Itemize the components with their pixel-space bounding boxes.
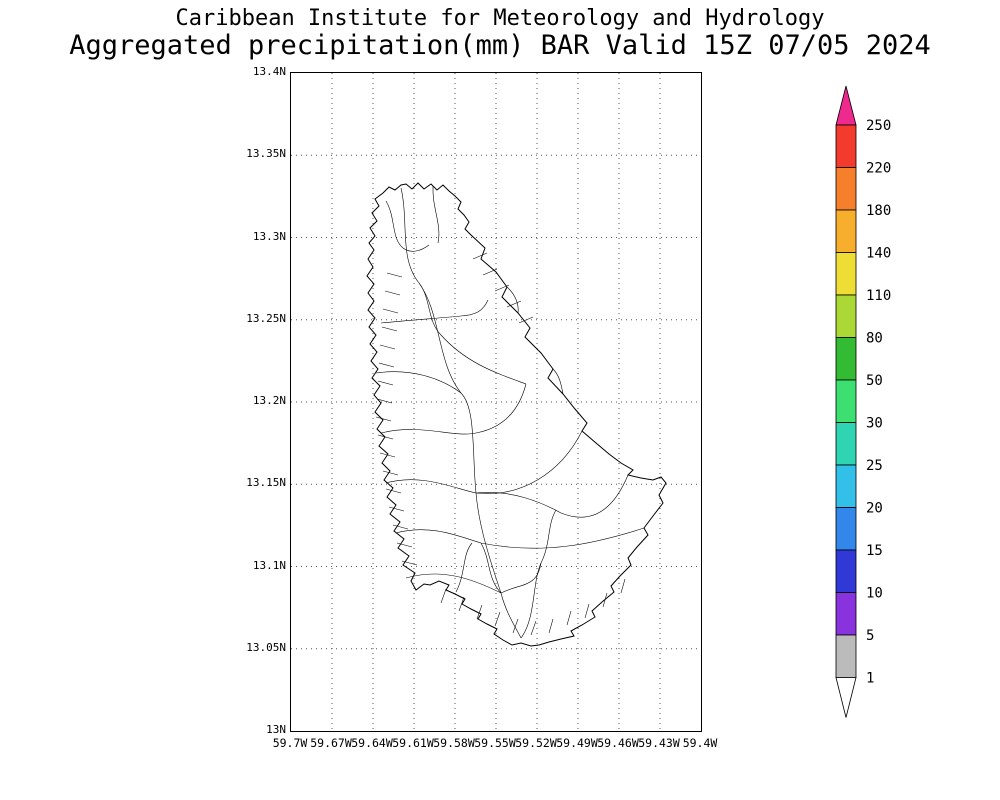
y-tick-label: 13.05N xyxy=(246,640,286,654)
x-tick-label: 59.4W xyxy=(682,736,718,750)
colorbar-tick-label: 10 xyxy=(866,586,883,602)
colorbar-segment xyxy=(835,464,857,508)
colorbar-canvas: 250 220 180 140 110 80 50 30 25 20 15 10 5 1 xyxy=(835,85,891,718)
watershed-boundary xyxy=(552,368,564,395)
colorbar-tick-label: 180 xyxy=(866,203,891,219)
watershed-boundary xyxy=(385,430,583,494)
colorbar-segment xyxy=(835,592,857,636)
drainage-gullies-south xyxy=(440,578,626,636)
x-tick-label: 59.64W xyxy=(351,736,393,750)
y-tick-label: 13.2N xyxy=(252,394,286,407)
watershed-boundary xyxy=(480,542,502,594)
colorbar-tick-label: 15 xyxy=(866,543,883,559)
y-tick-label: 13.3N xyxy=(252,229,286,243)
watershed-boundary xyxy=(455,542,473,593)
colorbar-segment xyxy=(835,634,857,678)
x-tick-label: 59.46W xyxy=(597,736,639,750)
map-plot-area xyxy=(290,72,702,732)
colorbar-tick-label: 250 xyxy=(866,118,891,134)
colorbar-segment xyxy=(835,507,857,551)
colorbar-tick-label: 140 xyxy=(866,246,891,262)
watershed-boundary xyxy=(385,200,430,252)
watershed-boundary xyxy=(500,562,542,594)
precipitation-colorbar: 250 220 180 140 110 80 50 30 25 20 15 10 5 1 xyxy=(830,80,920,730)
product-title: Aggregated precipitation(mm) BAR Valid 1… xyxy=(69,30,931,61)
y-tick-label: 13.15N xyxy=(246,476,286,490)
drainage-gullies-northeast xyxy=(472,252,534,324)
colorbar-segment xyxy=(835,422,857,466)
x-tick-label: 59.43W xyxy=(638,736,680,750)
colorbar-segment xyxy=(835,124,857,168)
y-tick-label: 13.35N xyxy=(246,147,286,161)
colorbar-tick-label: 110 xyxy=(866,288,891,304)
colorbar-segment xyxy=(835,337,857,381)
colorbar-segment xyxy=(835,379,857,423)
x-tick-label: 59.49W xyxy=(556,736,598,750)
watershed-boundary xyxy=(395,527,645,549)
colorbar-segment xyxy=(835,549,857,593)
lat-lon-gridlines xyxy=(291,73,701,731)
y-tick-label: 13.4N xyxy=(252,65,286,78)
watershed-boundary xyxy=(400,187,442,336)
map-canvas xyxy=(291,73,701,731)
x-tick-label: 59.58W xyxy=(433,736,475,750)
watershed-boundary xyxy=(375,371,462,394)
institute-title: Caribbean Institute for Meteorology and … xyxy=(175,6,825,31)
watershed-boundary xyxy=(520,509,557,639)
watershed-boundary xyxy=(380,383,527,435)
barbados-watershed-map xyxy=(366,182,667,647)
x-tick-label: 59.67W xyxy=(310,736,352,750)
colorbar-segment xyxy=(835,209,857,253)
colorbar-bottom-arrow xyxy=(835,677,857,718)
watershed-boundary xyxy=(432,185,440,244)
x-tick-label: 59.55W xyxy=(474,736,516,750)
colorbar-tick-label: 30 xyxy=(866,416,883,432)
colorbar-segment xyxy=(835,167,857,211)
colorbar-tick-label: 25 xyxy=(866,458,883,474)
colorbar-tick-label: 5 xyxy=(866,628,874,644)
watershed-boundary xyxy=(418,282,522,639)
x-tick-label: 59.7W xyxy=(272,736,308,750)
colorbar-segment xyxy=(835,294,857,338)
colorbar-tick-label: 80 xyxy=(866,331,883,347)
colorbar-tick-label: 50 xyxy=(866,373,883,389)
watershed-boundary xyxy=(506,286,519,314)
barbados-coastline xyxy=(366,182,667,647)
colorbar-tick-label: 220 xyxy=(866,161,891,177)
y-tick-label: 13.25N xyxy=(246,311,286,325)
x-tick-label: 59.61W xyxy=(392,736,434,750)
y-tick-label: 13.1N xyxy=(252,558,286,572)
y-tick-label: 13N xyxy=(266,723,286,736)
watershed-boundary xyxy=(440,334,527,385)
colorbar-top-arrow xyxy=(835,85,857,126)
watershed-boundary xyxy=(475,474,629,518)
colorbar-segment xyxy=(835,252,857,296)
drainage-gullies-west xyxy=(375,272,418,566)
colorbar-tick-label: 1 xyxy=(866,671,874,687)
watershed-boundary xyxy=(405,573,502,594)
colorbar-tick-label: 20 xyxy=(866,501,883,517)
x-tick-label: 59.52W xyxy=(515,736,557,750)
watershed-boundary xyxy=(380,299,489,324)
